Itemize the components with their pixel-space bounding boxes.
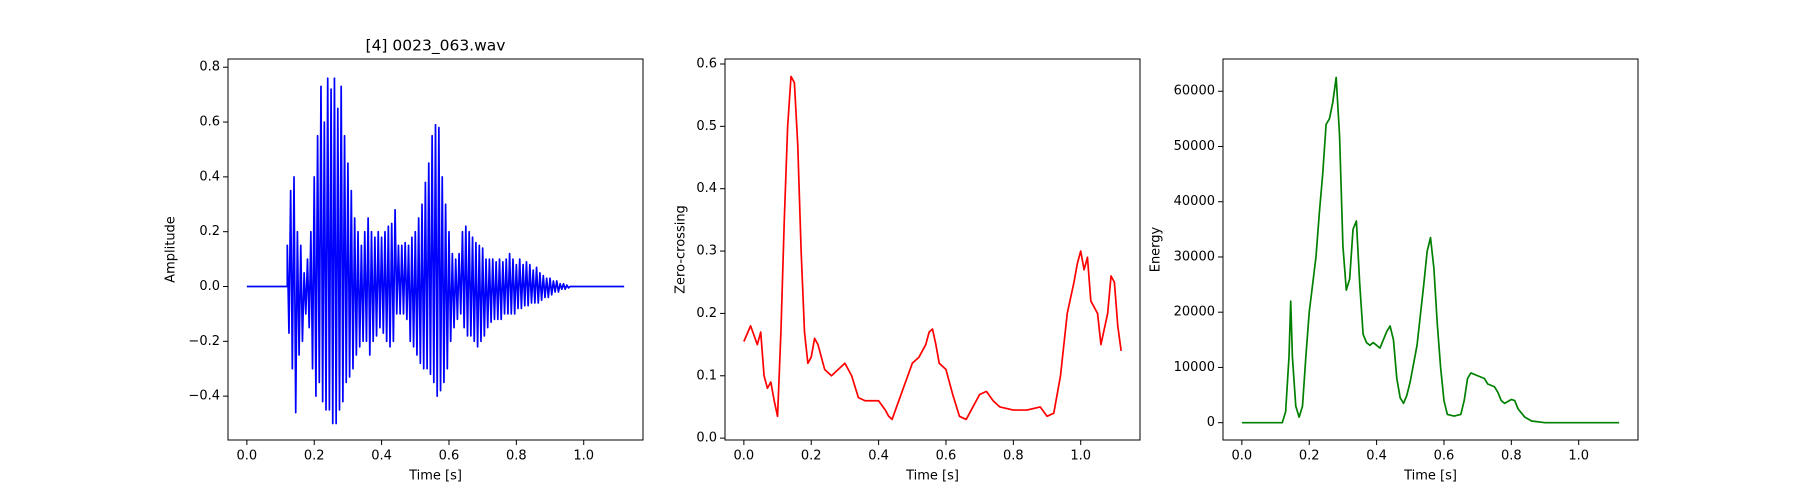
- x-tick-label: 0.4: [1366, 449, 1387, 464]
- x-axis-label: Time [s]: [905, 469, 959, 484]
- y-tick-label: 0.0: [696, 431, 717, 446]
- y-tick-label: 0.2: [199, 224, 220, 239]
- y-tick-label: 60000: [1174, 84, 1215, 99]
- y-tick-label: 30000: [1174, 249, 1215, 264]
- y-tick-label: 0.4: [199, 169, 220, 184]
- y-tick-label: −0.2: [188, 334, 220, 349]
- y-tick-label: 0.5: [696, 119, 717, 134]
- x-tick-label: 0.0: [734, 449, 755, 464]
- x-tick-label: 1.0: [1568, 449, 1589, 464]
- x-tick-label: 1.0: [573, 449, 594, 464]
- y-tick-label: 0.2: [696, 306, 717, 321]
- y-tick-label: 20000: [1174, 305, 1215, 320]
- y-tick-label: 50000: [1174, 139, 1215, 154]
- x-axis-label: Time [s]: [1403, 469, 1457, 484]
- y-tick-label: 0.3: [696, 244, 717, 259]
- axes-frame: [1222, 58, 1639, 441]
- y-axis-label: Zero-crossing: [674, 205, 689, 294]
- x-tick-label: 0.8: [1003, 449, 1024, 464]
- y-tick-label: 0: [1207, 415, 1215, 430]
- x-tick-label: 0.8: [1501, 449, 1522, 464]
- y-tick-label: −0.4: [188, 389, 220, 404]
- data-line: [1241, 76, 1620, 424]
- axes-frame: [724, 58, 1141, 441]
- axes-frame: [227, 58, 644, 441]
- chart-title: [4] 0023_063.wav: [366, 37, 506, 56]
- y-tick-label: 0.0: [199, 279, 220, 294]
- x-tick-label: 0.6: [1434, 449, 1455, 464]
- y-axis-label: Energy: [1149, 226, 1164, 272]
- x-tick-label: 0.0: [237, 449, 258, 464]
- x-tick-label: 0.4: [371, 449, 392, 464]
- x-axis-label: Time [s]: [408, 469, 462, 484]
- y-tick-label: 40000: [1174, 194, 1215, 209]
- x-tick-label: 0.2: [801, 449, 822, 464]
- x-tick-label: 0.6: [936, 449, 957, 464]
- y-tick-label: 0.6: [696, 56, 717, 71]
- y-tick-label: 0.1: [696, 368, 717, 383]
- data-line: [743, 75, 1122, 421]
- y-axis-label: Amplitude: [164, 216, 179, 283]
- x-tick-label: 0.0: [1232, 449, 1253, 464]
- x-tick-label: 1.0: [1070, 449, 1091, 464]
- x-tick-label: 0.4: [868, 449, 889, 464]
- y-tick-label: 0.8: [199, 60, 220, 75]
- x-tick-label: 0.6: [439, 449, 460, 464]
- y-tick-label: 10000: [1174, 360, 1215, 375]
- y-tick-label: 0.6: [199, 115, 220, 130]
- x-tick-label: 0.8: [506, 449, 527, 464]
- y-tick-label: 0.4: [696, 181, 717, 196]
- data-line: [246, 77, 625, 425]
- x-tick-label: 0.2: [304, 449, 325, 464]
- x-tick-label: 0.2: [1299, 449, 1320, 464]
